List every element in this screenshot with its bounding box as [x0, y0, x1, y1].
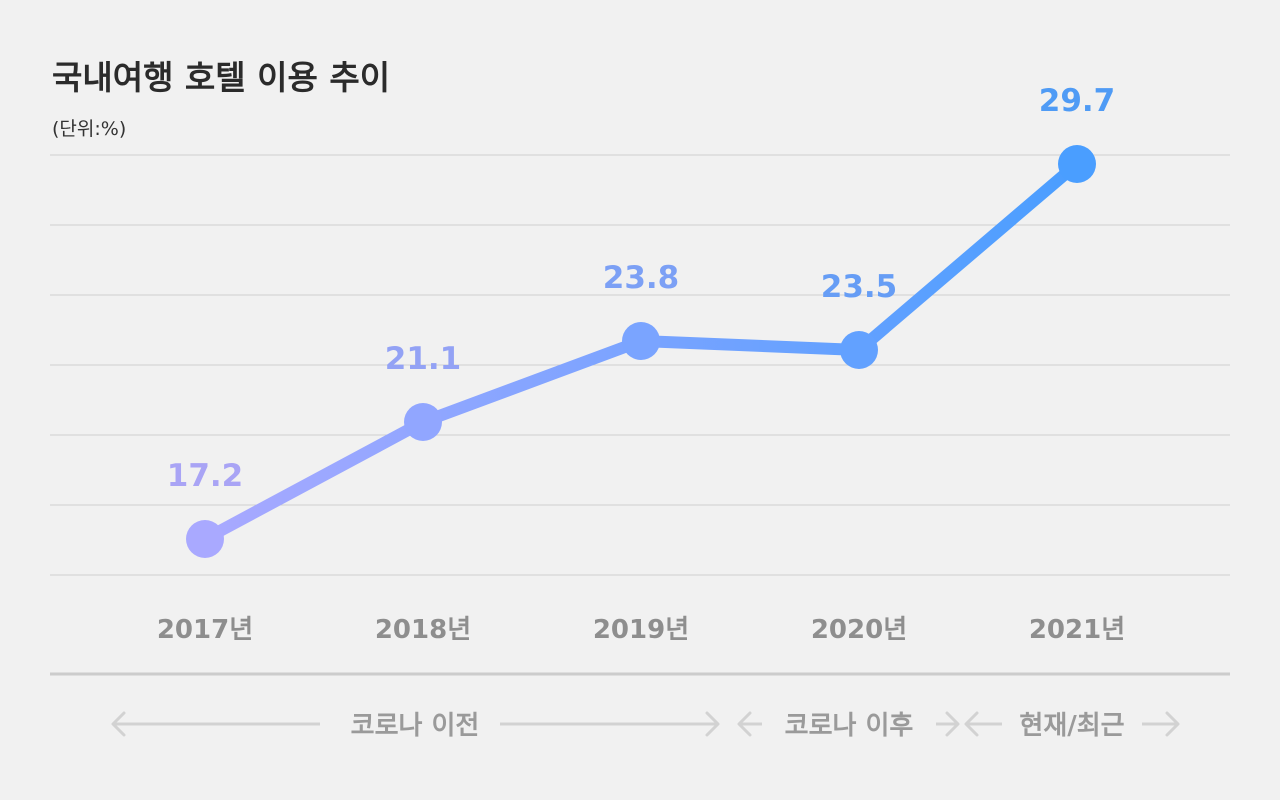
x-tick-label: 2020년 — [811, 615, 907, 645]
arrow-right-icon — [945, 711, 960, 737]
arrow-right-icon — [1165, 711, 1180, 737]
gridlines — [50, 154, 1230, 576]
period-label-recent: 현재/최근 — [1019, 711, 1124, 741]
period-label-post-covid: 코로나 이후 — [785, 711, 914, 741]
data-label: 23.8 — [603, 260, 680, 296]
arrow-right-icon — [705, 711, 720, 737]
period-label-pre-covid: 코로나 이전 — [351, 711, 480, 741]
data-points — [186, 145, 1096, 558]
data-label: 29.7 — [1039, 83, 1116, 119]
data-label: 23.5 — [821, 269, 898, 305]
period-pre-covid: 코로나 이전 — [111, 711, 720, 741]
period-recent: 현재/최근 — [964, 711, 1180, 741]
data-point — [1058, 145, 1096, 183]
data-label: 17.2 — [167, 458, 244, 494]
data-point — [186, 520, 224, 558]
chart-title: 국내여행 호텔 이용 추이 — [52, 58, 390, 97]
unit-label: (단위:%) — [52, 118, 126, 140]
data-point — [840, 331, 878, 369]
data-point — [404, 403, 442, 441]
x-axis-ticks: 2017년 2018년 2019년 2020년 2021년 — [157, 615, 1125, 645]
x-tick-label: 2019년 — [593, 615, 689, 645]
period-post-covid: 코로나 이후 — [737, 711, 960, 741]
x-tick-label: 2017년 — [157, 615, 253, 645]
data-labels: 17.2 21.1 23.8 23.5 29.7 — [167, 83, 1116, 494]
period-timeline: 코로나 이전 코로나 이후 현재/최근 — [111, 711, 1180, 741]
x-tick-label: 2021년 — [1029, 615, 1125, 645]
x-tick-label: 2018년 — [375, 615, 471, 645]
data-point — [622, 322, 660, 360]
data-label: 21.1 — [385, 341, 462, 377]
